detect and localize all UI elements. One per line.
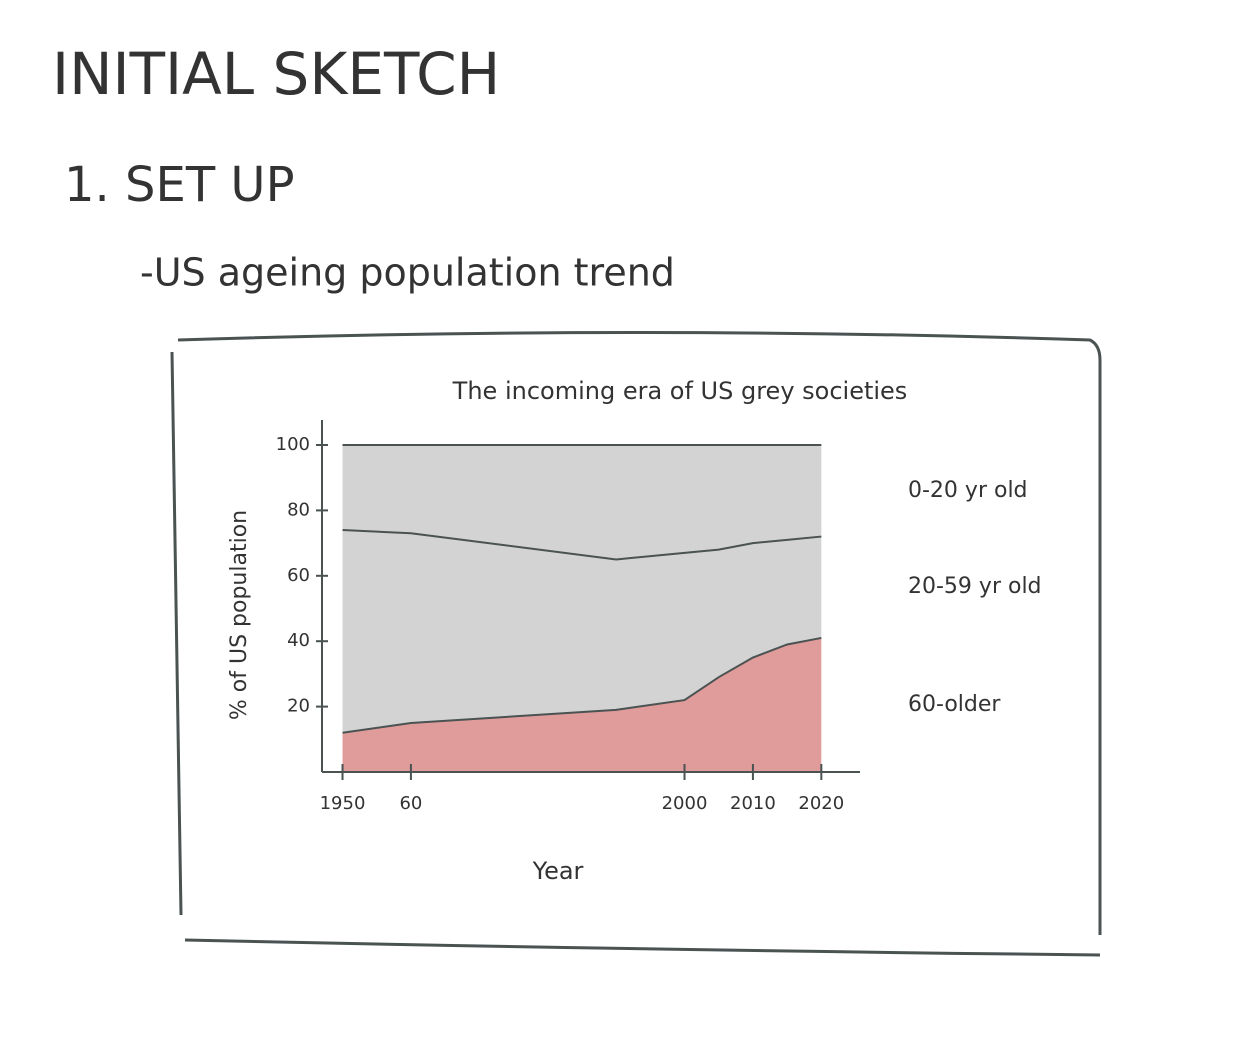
y-axis-label: % of US population [227,510,252,720]
x-tick-label: 2020 [798,793,844,814]
page-title: INITIAL SKETCH [52,40,500,108]
bullet: -US ageing population trend [140,251,675,295]
area [342,637,822,772]
legend-label: 20-59 yr old [908,574,1042,599]
legend-label: 0-20 yr old [908,478,1028,503]
area [342,530,822,733]
area [342,445,822,560]
x-axis-label: Year [532,857,584,885]
y-tick-label: 100 [276,434,310,455]
x-tick-label: 60 [399,793,422,814]
x-tick-label: 2010 [730,793,776,814]
frame [170,331,1102,957]
x-tick-label: 1950 [320,793,366,814]
y-tick-label: 40 [287,630,310,651]
y-tick-label: 20 [287,696,310,717]
x-tick-label: 2000 [662,793,708,814]
boundary-line [342,636,822,734]
y-tick-label: 60 [287,565,310,586]
y-tick-label: 80 [287,499,310,520]
boundary-line [342,529,822,561]
section-heading: 1. SET UP [64,157,295,213]
chart-title: The incoming era of US grey societies [452,377,908,405]
legend-label: 60-older [908,692,1001,717]
